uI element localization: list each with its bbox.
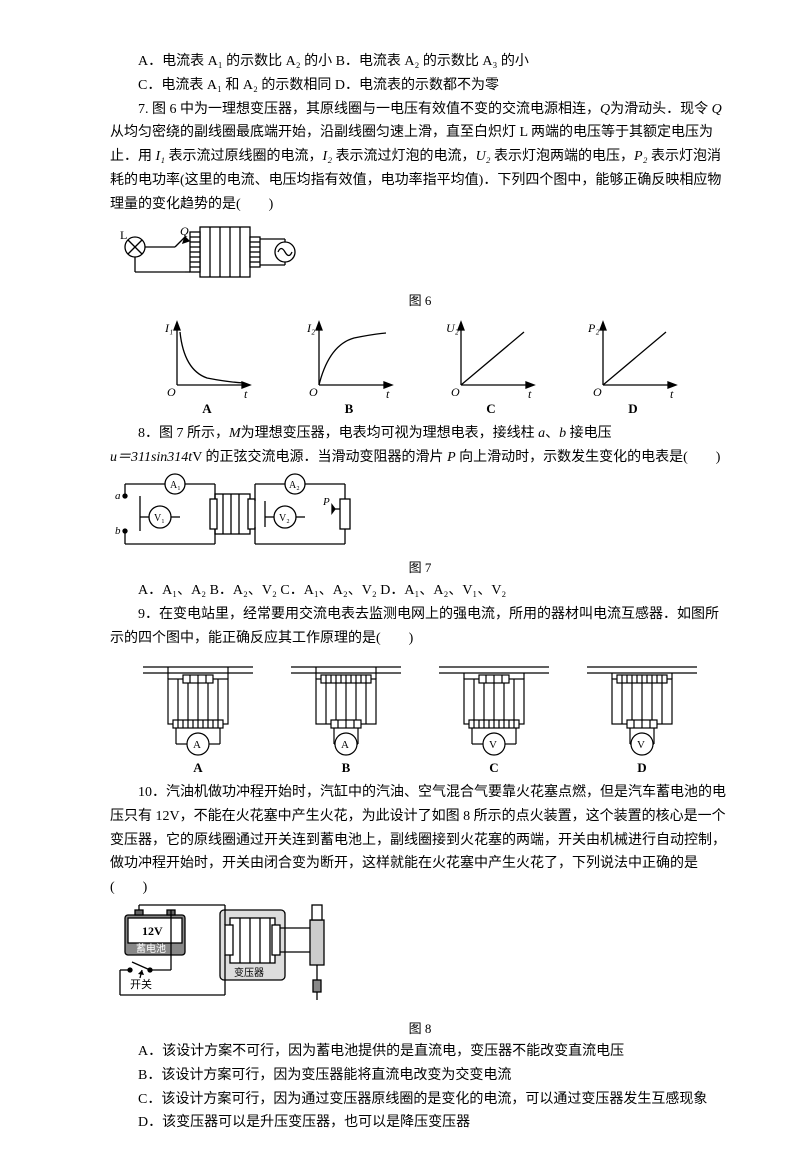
opt-d: D．电流表的示数都不为零	[335, 78, 499, 93]
svg-text:A₂: A₂	[289, 480, 300, 491]
fig6-graphs: I₁ t O A I₂ t O B U₂ t O	[110, 320, 730, 420]
svg-text:a: a	[115, 490, 121, 502]
graph-b: I₂ t O B	[304, 320, 394, 420]
fig8: 12V 蓄电池 开关 变压器 图 8	[110, 900, 730, 1040]
svg-text:I₂: I₂	[306, 321, 315, 335]
q6-option-c: C．电流表 A₁ 和 A₂ 的示数相同 D．电流表的示数都不为零	[110, 74, 730, 98]
svg-text:t: t	[670, 387, 674, 400]
svg-text:O: O	[309, 385, 318, 399]
q8-text: 8．图 7 所示，M为理想变压器，电表均可视为理想电表，接线柱 a、b 接电压	[110, 422, 730, 446]
svg-text:O: O	[451, 385, 460, 399]
q7-text: 7. 图 6 中为一理想变压器，其原线圈与一电压有效值不变的交流电源相连，Q为滑…	[110, 98, 730, 217]
svg-text:A₁: A₁	[170, 480, 181, 491]
graph-c: U₂ t O C	[446, 320, 536, 420]
q9-figures: A A A B	[110, 659, 730, 779]
q8-options: A．A₁、A₂ B．A₂、V₂ C．A₁、A₂、V₂ D．A₁、A₂、V₁、V₂	[110, 579, 730, 603]
svg-text:O: O	[593, 385, 602, 399]
fig7: a b A₁ V₁ A₂ V₂	[110, 469, 730, 579]
fig6-circuit: L Q 图 6	[110, 217, 730, 312]
fig8-label: 图 8	[110, 1018, 730, 1040]
q10-opt-a: A．该设计方案不可行，因为蓄电池提供的是直流电，变压器不能改变直流电压	[110, 1040, 730, 1064]
fig6-label: 图 6	[110, 290, 730, 312]
svg-text:P: P	[322, 496, 330, 508]
q10-opt-b: B．该设计方案可行，因为变压器能将直流电改变为交变电流	[110, 1064, 730, 1088]
q10-text: 10．汽油机做功冲程开始时，汽缸中的汽油、空气混合气要靠火花塞点燃，但是汽车蓄电…	[110, 781, 730, 900]
graph-a: I₁ t O A	[162, 320, 252, 420]
svg-text:P₂: P₂	[588, 321, 600, 335]
opt-a: A．电流表 A₁ 的示数比 A₂ 的小	[138, 54, 332, 69]
svg-text:Q: Q	[180, 224, 189, 238]
fig7-label: 图 7	[110, 557, 730, 579]
svg-text:V: V	[637, 739, 645, 751]
svg-text:I₁: I₁	[164, 321, 173, 335]
graph-d: P₂ t O D	[588, 320, 678, 420]
svg-text:b: b	[115, 525, 121, 537]
q10-opt-c: C．该设计方案可行，因为通过变压器原线圈的是变化的电流，可以通过变压器发生互感现…	[110, 1088, 730, 1112]
svg-text:V₂: V₂	[279, 513, 290, 524]
svg-text:蓄电池: 蓄电池	[136, 942, 166, 955]
opt-c: C．电流表 A₁ 和 A₂ 的示数相同	[138, 78, 331, 93]
svg-text:A: A	[341, 739, 349, 751]
q9-text: 9．在变电站里，经常要用交流电表去监测电网上的强电流，所用的器材叫电流互感器．如…	[110, 603, 730, 651]
svg-text:A: A	[193, 739, 201, 751]
svg-text:t: t	[386, 387, 390, 400]
ct-d: V D	[582, 659, 702, 779]
svg-text:开关: 开关	[130, 977, 152, 991]
svg-text:t: t	[244, 387, 248, 400]
opt-b: B．电流表 A₂ 的示数比 A₃ 的小	[336, 54, 529, 69]
svg-text:V₁: V₁	[154, 513, 165, 524]
svg-text:12V: 12V	[142, 924, 163, 938]
svg-text:U₂: U₂	[446, 321, 459, 335]
svg-text:变压器: 变压器	[234, 966, 264, 979]
svg-text:O: O	[167, 385, 176, 399]
q8-text2: u＝311sin314tV 的正弦交流电源．当滑动变阻器的滑片 P 向上滑动时，…	[110, 446, 730, 470]
svg-text:L: L	[120, 228, 127, 242]
ct-b: A B	[286, 659, 406, 779]
ct-a: A A	[138, 659, 258, 779]
svg-text:t: t	[528, 387, 532, 400]
q6-option-a: A．电流表 A₁ 的示数比 A₂ 的小 B．电流表 A₂ 的示数比 A₃ 的小	[110, 50, 730, 74]
svg-text:V: V	[489, 739, 497, 751]
ct-c: V C	[434, 659, 554, 779]
